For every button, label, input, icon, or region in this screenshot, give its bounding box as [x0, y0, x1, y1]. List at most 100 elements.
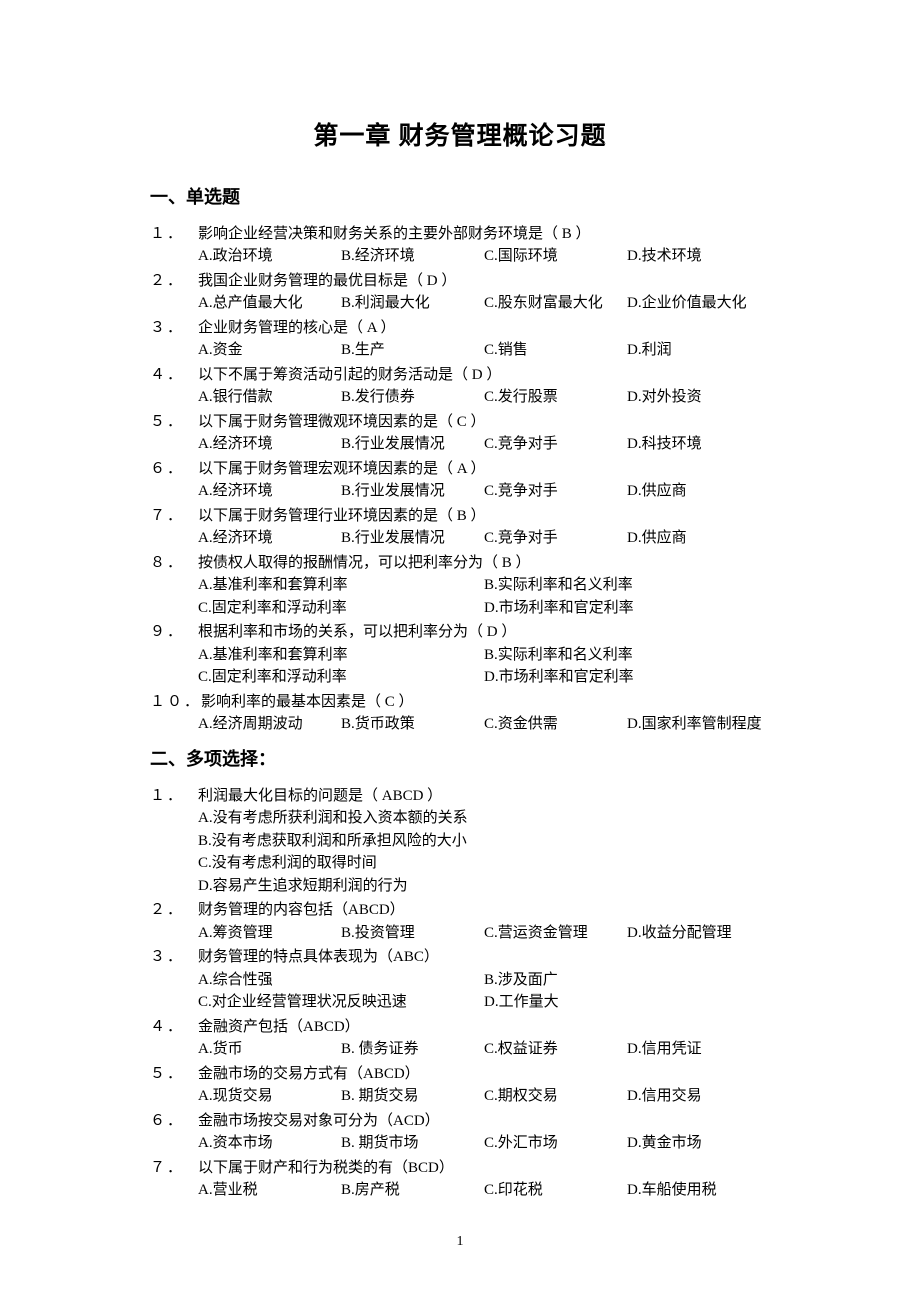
question-text: 我国企业财务管理的最优目标是（ D ） [198, 270, 770, 293]
question-number: １． [150, 223, 198, 246]
question-number: ５． [150, 411, 198, 434]
question-text: 利润最大化目标的问题是（ ABCD ） [198, 785, 770, 808]
option: C.发行股票 [484, 386, 627, 409]
option: C.权益证券 [484, 1038, 627, 1061]
option: D.企业价值最大化 [627, 292, 770, 315]
section-heading: 二、多项选择： [150, 746, 770, 773]
option: D.科技环境 [627, 433, 770, 456]
question-stem: ４．以下不属于筹资活动引起的财务活动是（ D ） [150, 364, 770, 387]
question: ３．企业财务管理的核心是（ A ）A.资金B.生产C.销售D.利润 [150, 317, 770, 362]
option: D.信用交易 [627, 1085, 770, 1108]
question: １．影响企业经营决策和财务关系的主要外部财务环境是（ B ）A.政治环境B.经济… [150, 223, 770, 268]
option: C.营运资金管理 [484, 922, 627, 945]
question-stem: ３．企业财务管理的核心是（ A ） [150, 317, 770, 340]
option: A.总产值最大化 [198, 292, 341, 315]
question-text: 金融资产包括（ABCD） [198, 1016, 770, 1039]
option: B.实际利率和名义利率 [484, 644, 770, 667]
option: C.没有考虑利润的取得时间 [198, 852, 770, 875]
option: A.经济环境 [198, 527, 341, 550]
option: D.技术环境 [627, 245, 770, 268]
option: B. 期货市场 [341, 1132, 484, 1155]
chapter-title: 第一章 财务管理概论习题 [150, 118, 770, 156]
question-number: ３． [150, 317, 198, 340]
question-stem: ６．以下属于财务管理宏观环境因素的是（ A ） [150, 458, 770, 481]
option: A.基准利率和套算利率 [198, 574, 484, 597]
option: C.销售 [484, 339, 627, 362]
option: D.黄金市场 [627, 1132, 770, 1155]
question-number: １． [150, 785, 198, 808]
option: D.供应商 [627, 527, 770, 550]
question-number: ８． [150, 552, 198, 575]
question-text: 金融市场的交易方式有（ABCD） [198, 1063, 770, 1086]
option: D.市场利率和官定利率 [484, 666, 770, 689]
option: D.国家利率管制程度 [627, 713, 770, 736]
question-number: ２． [150, 270, 198, 293]
question-number: ３． [150, 946, 198, 969]
question: ９．根据利率和市场的关系，可以把利率分为（ D ）A.基准利率和套算利率B.实际… [150, 621, 770, 689]
option: C.固定利率和浮动利率 [198, 597, 484, 620]
question-stem: ７．以下属于财产和行为税类的有（BCD） [150, 1157, 770, 1180]
option: B.涉及面广 [484, 969, 770, 992]
question: ４．金融资产包括（ABCD）A.货币B. 债务证券C.权益证券D.信用凭证 [150, 1016, 770, 1061]
question-options: A.没有考虑所获利润和投入资本额的关系B.没有考虑获取利润和所承担风险的大小C.… [150, 807, 770, 897]
question-options: A.经济环境B.行业发展情况C.竞争对手D.供应商 [150, 480, 770, 503]
option: B.货币政策 [341, 713, 484, 736]
question-stem: １０．影响利率的最基本因素是（ C ） [150, 691, 770, 714]
question-options: A.经济环境B.行业发展情况C.竞争对手D.供应商 [150, 527, 770, 550]
question: １．利润最大化目标的问题是（ ABCD ）A.没有考虑所获利润和投入资本额的关系… [150, 785, 770, 898]
question-options: A.基准利率和套算利率B.实际利率和名义利率C.固定利率和浮动利率D.市场利率和… [150, 574, 770, 619]
option: C.期权交易 [484, 1085, 627, 1108]
question-stem: ５．以下属于财务管理微观环境因素的是（ C ） [150, 411, 770, 434]
option: A.银行借款 [198, 386, 341, 409]
question-text: 以下属于财务管理行业环境因素的是（ B ） [198, 505, 770, 528]
option: D.利润 [627, 339, 770, 362]
question-stem: ３．财务管理的特点具体表现为（ABC） [150, 946, 770, 969]
question-number: ２． [150, 899, 198, 922]
question-options: A.银行借款B.发行债券C.发行股票D.对外投资 [150, 386, 770, 409]
option: C.外汇市场 [484, 1132, 627, 1155]
question-number: ５． [150, 1063, 198, 1086]
question-options: A.政治环境B.经济环境C.国际环境D.技术环境 [150, 245, 770, 268]
question-options: A.货币B. 债务证券C.权益证券D.信用凭证 [150, 1038, 770, 1061]
question-text: 以下不属于筹资活动引起的财务活动是（ D ） [198, 364, 770, 387]
question: ７．以下属于财产和行为税类的有（BCD）A.营业税B.房产税C.印花税D.车船使… [150, 1157, 770, 1202]
question-stem: １．利润最大化目标的问题是（ ABCD ） [150, 785, 770, 808]
question-text: 根据利率和市场的关系，可以把利率分为（ D ） [198, 621, 770, 644]
question: ５．金融市场的交易方式有（ABCD）A.现货交易B. 期货交易C.期权交易D.信… [150, 1063, 770, 1108]
option: A.经济环境 [198, 480, 341, 503]
question-number: ６． [150, 1110, 198, 1133]
option: C.竞争对手 [484, 480, 627, 503]
question-number: ９． [150, 621, 198, 644]
option: C.竞争对手 [484, 527, 627, 550]
option: B.经济环境 [341, 245, 484, 268]
option: C.股东财富最大化 [484, 292, 627, 315]
section-heading: 一、单选题 [150, 184, 770, 211]
question: ３．财务管理的特点具体表现为（ABC）A.综合性强B.涉及面广C.对企业经营管理… [150, 946, 770, 1014]
option: B.行业发展情况 [341, 527, 484, 550]
option: A.资本市场 [198, 1132, 341, 1155]
option: A.综合性强 [198, 969, 484, 992]
option: A.资金 [198, 339, 341, 362]
content-container: 一、单选题１．影响企业经营决策和财务关系的主要外部财务环境是（ B ）A.政治环… [150, 184, 770, 1202]
question-options: A.筹资管理B.投资管理C.营运资金管理D.收益分配管理 [150, 922, 770, 945]
option: D.收益分配管理 [627, 922, 770, 945]
option: D.市场利率和官定利率 [484, 597, 770, 620]
option: A.经济环境 [198, 433, 341, 456]
option: A.没有考虑所获利润和投入资本额的关系 [198, 807, 770, 830]
question-stem: ９．根据利率和市场的关系，可以把利率分为（ D ） [150, 621, 770, 644]
option: B.行业发展情况 [341, 480, 484, 503]
option: B.投资管理 [341, 922, 484, 945]
question-text: 影响企业经营决策和财务关系的主要外部财务环境是（ B ） [198, 223, 770, 246]
option: B. 期货交易 [341, 1085, 484, 1108]
option: A.筹资管理 [198, 922, 341, 945]
question-number: ７． [150, 505, 198, 528]
question-stem: ２．我国企业财务管理的最优目标是（ D ） [150, 270, 770, 293]
option: D.对外投资 [627, 386, 770, 409]
question-number: ７． [150, 1157, 198, 1180]
option: B.房产税 [341, 1179, 484, 1202]
question: ８．按债权人取得的报酬情况，可以把利率分为（ B ）A.基准利率和套算利率B.实… [150, 552, 770, 620]
question-number: ６． [150, 458, 198, 481]
question-options: A.综合性强B.涉及面广C.对企业经营管理状况反映迅速D.工作量大 [150, 969, 770, 1014]
question: ４．以下不属于筹资活动引起的财务活动是（ D ）A.银行借款B.发行债券C.发行… [150, 364, 770, 409]
page-number: 1 [457, 1231, 464, 1252]
